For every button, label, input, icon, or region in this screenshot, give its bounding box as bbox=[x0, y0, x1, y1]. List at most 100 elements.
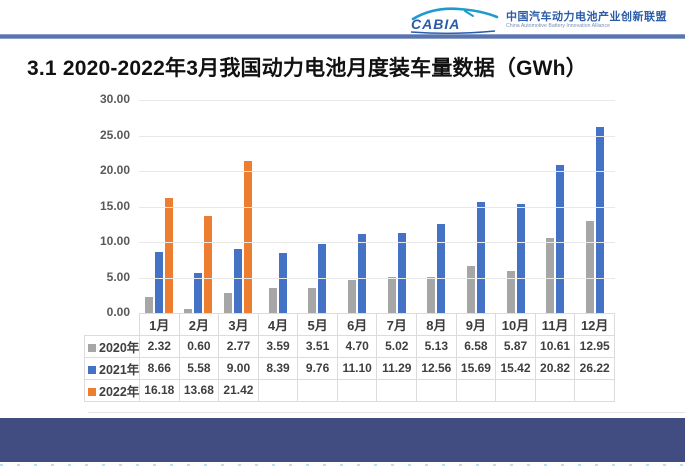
table-cell-2021年-2月: 5.58 bbox=[178, 356, 220, 380]
month-header: 2月 bbox=[178, 313, 220, 336]
bar-2021年-12月 bbox=[596, 127, 605, 313]
table-cell-2020年-12月: 12.95 bbox=[574, 334, 615, 358]
bar-2020年-7月 bbox=[387, 277, 396, 313]
table-cell-2020年-1月: 2.32 bbox=[139, 334, 180, 358]
table-cell-2021年-12月: 26.22 bbox=[574, 356, 615, 380]
bar-2021年-7月 bbox=[397, 233, 406, 313]
table-cell-2022年-11月 bbox=[534, 378, 576, 402]
plot-area bbox=[139, 100, 615, 313]
bar-2020年-11月 bbox=[546, 238, 555, 313]
table-cell-2020年-5月: 3.51 bbox=[297, 334, 338, 358]
bar-2021年-3月 bbox=[234, 249, 243, 313]
month-header: 7月 bbox=[376, 313, 418, 336]
month-header: 1月 bbox=[139, 313, 180, 336]
table-cell-2022年-9月 bbox=[455, 378, 497, 402]
bar-2020年-9月 bbox=[467, 266, 476, 313]
table-cell-2022年-6月 bbox=[336, 378, 378, 402]
month-header: 4月 bbox=[257, 313, 299, 336]
page-title: 3.1 2020-2022年3月我国动力电池月度装车量数据（GWh） bbox=[27, 57, 587, 80]
table-cell-2022年-7月 bbox=[376, 378, 418, 402]
logo-text: CABIA bbox=[411, 16, 460, 32]
table-cell-2021年-8月: 12.56 bbox=[416, 356, 457, 380]
bar-2021年-5月 bbox=[318, 244, 327, 313]
bar-2020年-6月 bbox=[348, 280, 357, 313]
month-header: 5月 bbox=[297, 313, 338, 336]
slide-bottom-edge bbox=[88, 412, 685, 413]
bar-2020年-1月 bbox=[144, 297, 153, 313]
footer-dashes bbox=[0, 464, 685, 466]
bar-group-6 bbox=[337, 100, 377, 313]
bar-group-3 bbox=[218, 100, 258, 313]
table-cell-2022年-2月: 13.68 bbox=[178, 378, 220, 402]
legend-swatch bbox=[88, 365, 96, 374]
table-cell-2022年-5月 bbox=[297, 378, 338, 402]
month-header: 8月 bbox=[416, 313, 457, 336]
table-cell-2020年-10月: 5.87 bbox=[495, 334, 536, 358]
bar-2020年-4月 bbox=[268, 288, 277, 313]
y-axis-tick-label: 15.00 bbox=[99, 198, 130, 213]
month-header: 3月 bbox=[218, 313, 259, 336]
bar-2021年-1月 bbox=[154, 252, 163, 313]
bar-group-2 bbox=[179, 100, 219, 313]
bar-group-7 bbox=[377, 100, 417, 313]
y-axis-tick-label: 25.00 bbox=[99, 127, 130, 142]
org-names: 中国汽车动力电池产业创新联盟 China Automotive Battery … bbox=[506, 11, 667, 29]
table-cell-2020年-11月: 10.61 bbox=[534, 334, 576, 358]
table-cell-2020年-2月: 0.60 bbox=[178, 334, 220, 358]
table-cell-2022年-4月 bbox=[257, 378, 299, 402]
bar-chart: 0.00 5.00 10.00 15.00 20.00 25.00 30.00 bbox=[84, 92, 615, 319]
logo: CABIA 中国汽车动力电池产业创新联盟 China Automotive Ba… bbox=[407, 6, 667, 34]
gridline bbox=[139, 135, 615, 137]
table-cell-2022年-3月: 21.42 bbox=[218, 378, 259, 402]
bar-2021年-9月 bbox=[477, 202, 486, 313]
bar-group-11 bbox=[536, 100, 576, 313]
table-cell-2022年-1月: 16.18 bbox=[139, 378, 180, 402]
month-header: 12月 bbox=[574, 313, 615, 336]
header-divider bbox=[0, 34, 685, 39]
table-cell-2022年-8月 bbox=[416, 378, 457, 402]
series-label-2022年: 2022年 bbox=[84, 378, 140, 402]
bar-2020年-8月 bbox=[427, 277, 436, 313]
bars-container bbox=[139, 100, 615, 313]
month-header: 6月 bbox=[336, 313, 378, 336]
gridline bbox=[139, 242, 615, 243]
gridline bbox=[139, 100, 615, 101]
month-header: 11月 bbox=[534, 313, 576, 336]
y-axis-tick-label: 30.00 bbox=[99, 92, 130, 106]
table-cell-2021年-6月: 11.10 bbox=[336, 356, 378, 380]
bar-2021年-4月 bbox=[278, 253, 287, 313]
gridline bbox=[139, 171, 615, 172]
table-cell-2020年-9月: 6.58 bbox=[455, 334, 497, 358]
bar-group-1 bbox=[139, 100, 179, 313]
table-cell-2021年-10月: 15.42 bbox=[495, 356, 536, 380]
table-cell-2022年-12月 bbox=[574, 378, 615, 402]
series-label-2020年: 2020年 bbox=[84, 334, 140, 358]
header: CABIA 中国汽车动力电池产业创新联盟 China Automotive Ba… bbox=[0, 4, 675, 34]
y-axis-tick-label: 10.00 bbox=[99, 234, 130, 248]
series-label-2021年: 2021年 bbox=[84, 356, 140, 380]
table-cell-2020年-4月: 3.59 bbox=[257, 334, 299, 358]
table-cell-2020年-3月: 2.77 bbox=[218, 334, 259, 358]
bar-2020年-2月 bbox=[184, 309, 193, 313]
bar-2022年-3月 bbox=[244, 161, 253, 313]
bar-group-9 bbox=[456, 100, 496, 313]
bar-2021年-8月 bbox=[437, 224, 446, 313]
table-corner-cell bbox=[85, 314, 140, 336]
table-cell-2021年-11月: 20.82 bbox=[534, 356, 576, 380]
data-table: 1月 2月 3月 4月 5月 6月 7月 8月 9月 10月 11月 12月 2020年 2.32 0.60… bbox=[84, 313, 615, 402]
table-cell-2020年-8月: 5.13 bbox=[416, 334, 457, 358]
bar-2021年-2月 bbox=[194, 273, 203, 313]
bar-group-12 bbox=[575, 100, 615, 313]
month-header: 9月 bbox=[455, 313, 497, 336]
table-cell-2020年-6月: 4.70 bbox=[336, 334, 378, 358]
bar-2021年-10月 bbox=[516, 204, 525, 313]
bar-2020年-3月 bbox=[224, 293, 233, 313]
month-header: 10月 bbox=[495, 313, 536, 336]
bar-2022年-2月 bbox=[204, 216, 213, 313]
org-name-cn: 中国汽车动力电池产业创新联盟 bbox=[506, 10, 667, 23]
table-cell-2021年-5月: 9.76 bbox=[297, 356, 338, 380]
bar-group-10 bbox=[496, 100, 536, 313]
bar-group-4 bbox=[258, 100, 298, 313]
table-cell-2021年-7月: 11.29 bbox=[376, 356, 418, 380]
